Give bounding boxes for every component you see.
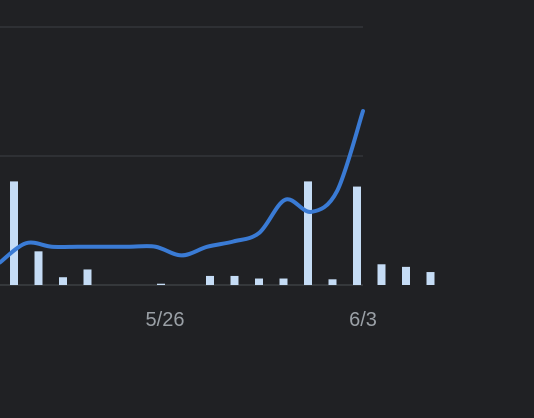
bar — [426, 272, 435, 285]
x-axis: 5/26 6/3 — [146, 309, 377, 331]
bar — [304, 181, 312, 285]
x-tick-label: 5/26 — [146, 309, 185, 331]
bar — [377, 264, 386, 285]
line-series — [0, 109, 365, 265]
x-tick-label: 6/3 — [349, 309, 377, 331]
bar — [59, 277, 67, 285]
bar — [328, 279, 337, 285]
bar — [34, 251, 43, 285]
bar — [255, 278, 263, 285]
bar — [206, 275, 214, 285]
bar — [353, 186, 361, 285]
bar-series — [10, 181, 435, 285]
bar — [402, 266, 410, 285]
bar — [157, 283, 165, 285]
bar — [83, 269, 92, 285]
bar — [279, 278, 288, 285]
bar — [230, 275, 239, 285]
bar — [10, 181, 18, 285]
